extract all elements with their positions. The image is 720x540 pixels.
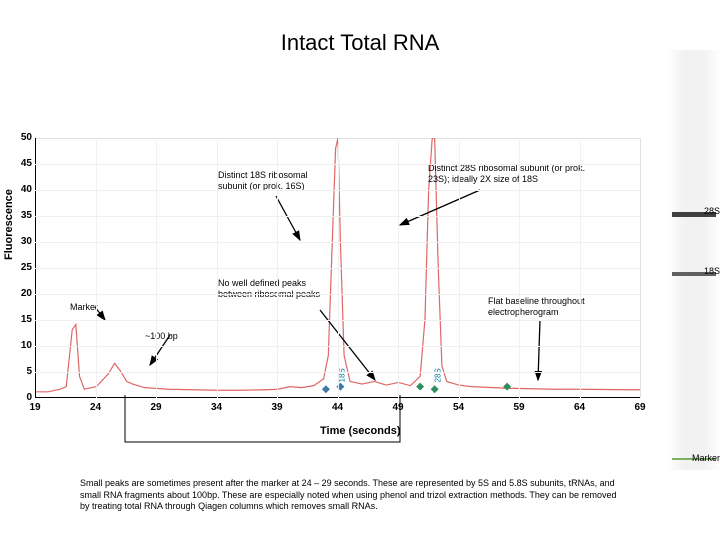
gel-lane	[668, 50, 720, 470]
x-tick: 34	[211, 402, 222, 413]
x-tick: 49	[392, 402, 403, 413]
gridline	[519, 138, 520, 398]
x-axis-label: Time (seconds)	[320, 425, 401, 437]
gridline	[580, 138, 581, 398]
gridline	[338, 138, 339, 398]
gel-label-28s: 28S	[704, 206, 720, 216]
y-tick: 5	[10, 366, 32, 377]
y-axis-label: Fluorescence	[3, 189, 15, 260]
plot-right-border	[640, 138, 641, 398]
gridline	[459, 138, 460, 398]
marker-18s-label: 18S	[338, 368, 347, 382]
y-tick: 20	[10, 288, 32, 299]
annotation-28s: Distinct 28S ribosomal subunit (or prok.…	[428, 163, 608, 185]
x-tick: 54	[453, 402, 464, 413]
y-tick: 25	[10, 262, 32, 273]
y-tick: 10	[10, 340, 32, 351]
x-tick: 69	[634, 402, 645, 413]
gel-label-marker: Marker	[692, 453, 720, 463]
x-tick: 24	[90, 402, 101, 413]
gridline	[96, 138, 97, 398]
page-title: Intact Total RNA	[0, 30, 720, 56]
marker-28s-label: 28S	[434, 368, 443, 382]
x-tick: 39	[271, 402, 282, 413]
gridline	[156, 138, 157, 398]
y-tick: 45	[10, 158, 32, 169]
x-tick: 29	[150, 402, 161, 413]
x-tick: 64	[574, 402, 585, 413]
x-tick: 44	[332, 402, 343, 413]
x-tick: 59	[513, 402, 524, 413]
y-tick: 40	[10, 184, 32, 195]
gridline	[277, 138, 278, 398]
x-tick: 19	[29, 402, 40, 413]
annotation-100bp: ~100 bp	[145, 331, 178, 342]
annotation-18s: Distinct 18S ribosomal subunit (or prok.…	[218, 170, 328, 192]
gridline	[398, 138, 399, 398]
y-tick: 15	[10, 314, 32, 325]
footnote-text: Small peaks are sometimes present after …	[80, 478, 620, 513]
y-tick: 30	[10, 236, 32, 247]
annotation-marker: Marker	[70, 302, 98, 313]
annotation-nowell: No well defined peaks between ribosomal …	[218, 278, 328, 300]
annotation-flat: Flat baseline throughout electropherogra…	[488, 296, 608, 318]
gel-label-18s: 18S	[704, 266, 720, 276]
gridline	[217, 138, 218, 398]
y-tick: 35	[10, 210, 32, 221]
y-tick: 50	[10, 132, 32, 143]
